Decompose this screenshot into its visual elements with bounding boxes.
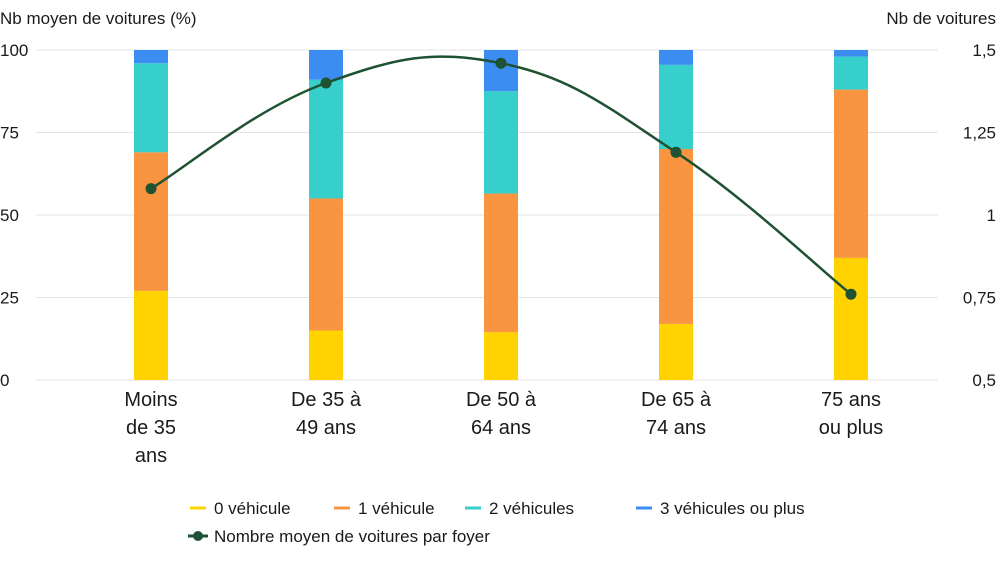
average-point (845, 288, 857, 300)
y2-axis-title: Nb de voitures (886, 9, 996, 28)
y2-tick-label: 1 (987, 206, 996, 225)
category-label: De 35 à 49 ans (291, 389, 362, 439)
y2-tick-label: 1,25 (963, 124, 996, 143)
bar-segment (659, 64, 693, 149)
legend: 0 véhicule 1 véhicule 2 véhicules 3 véhicul… (188, 499, 805, 546)
category-label: De 65 à 74 ans (641, 389, 712, 439)
y-tick-label: 0 (0, 371, 9, 390)
average-point (495, 57, 507, 69)
bar-segment (484, 50, 518, 92)
legend-label: 0 véhicule (214, 499, 291, 518)
average-point (145, 183, 157, 195)
average-point (320, 77, 332, 89)
bar-segment (309, 330, 343, 380)
bar-segment (484, 91, 518, 194)
legend-line-marker (193, 531, 203, 541)
bar-segment (834, 257, 868, 380)
bar-segment (834, 50, 868, 57)
y-tick-label: 75 (0, 124, 19, 143)
category-label: 75 ans ou plus (819, 389, 884, 439)
y2-tick-label: 0,75 (963, 289, 996, 308)
line-series (145, 55, 857, 300)
bar-segment (834, 89, 868, 258)
bar-segment (659, 149, 693, 324)
y2-axis-ticks: 0,5 0,75 1 1,25 1,5 (963, 41, 996, 390)
category-label: De 50 à 64 ans (466, 389, 537, 439)
bar-segment (309, 79, 343, 199)
y2-tick-label: 1,5 (972, 41, 996, 60)
y-tick-label: 25 (0, 289, 19, 308)
bar-segment (134, 63, 168, 153)
average-point (670, 146, 682, 158)
legend-label: 3 véhicules ou plus (660, 499, 805, 518)
bar-segment (134, 152, 168, 291)
legend-label: 2 véhicules (489, 499, 574, 518)
bar-segment (134, 290, 168, 380)
bar-segment (309, 50, 343, 80)
legend-label: Nombre moyen de voitures par foyer (214, 527, 490, 546)
legend-label: 1 véhicule (358, 499, 435, 518)
y-axis-title: Nb moyen de voitures (%) (0, 9, 197, 28)
bar-segment (309, 198, 343, 331)
y2-tick-label: 0,5 (972, 371, 996, 390)
bar-segment (134, 50, 168, 64)
bar-segment (834, 56, 868, 90)
y-axis-ticks: 0 25 50 75 100 (0, 41, 28, 390)
y-tick-label: 50 (0, 206, 19, 225)
bar-segment (484, 193, 518, 333)
category-label: Moins de 35 ans (124, 389, 177, 467)
bar-segment (659, 50, 693, 65)
bars (134, 50, 868, 380)
y-tick-label: 100 (0, 41, 28, 60)
category-labels: Moins de 35 ans De 35 à 49 ans De 50 à 64 ans D… (124, 389, 883, 467)
bar-segment (484, 332, 518, 380)
bar-segment (659, 323, 693, 380)
